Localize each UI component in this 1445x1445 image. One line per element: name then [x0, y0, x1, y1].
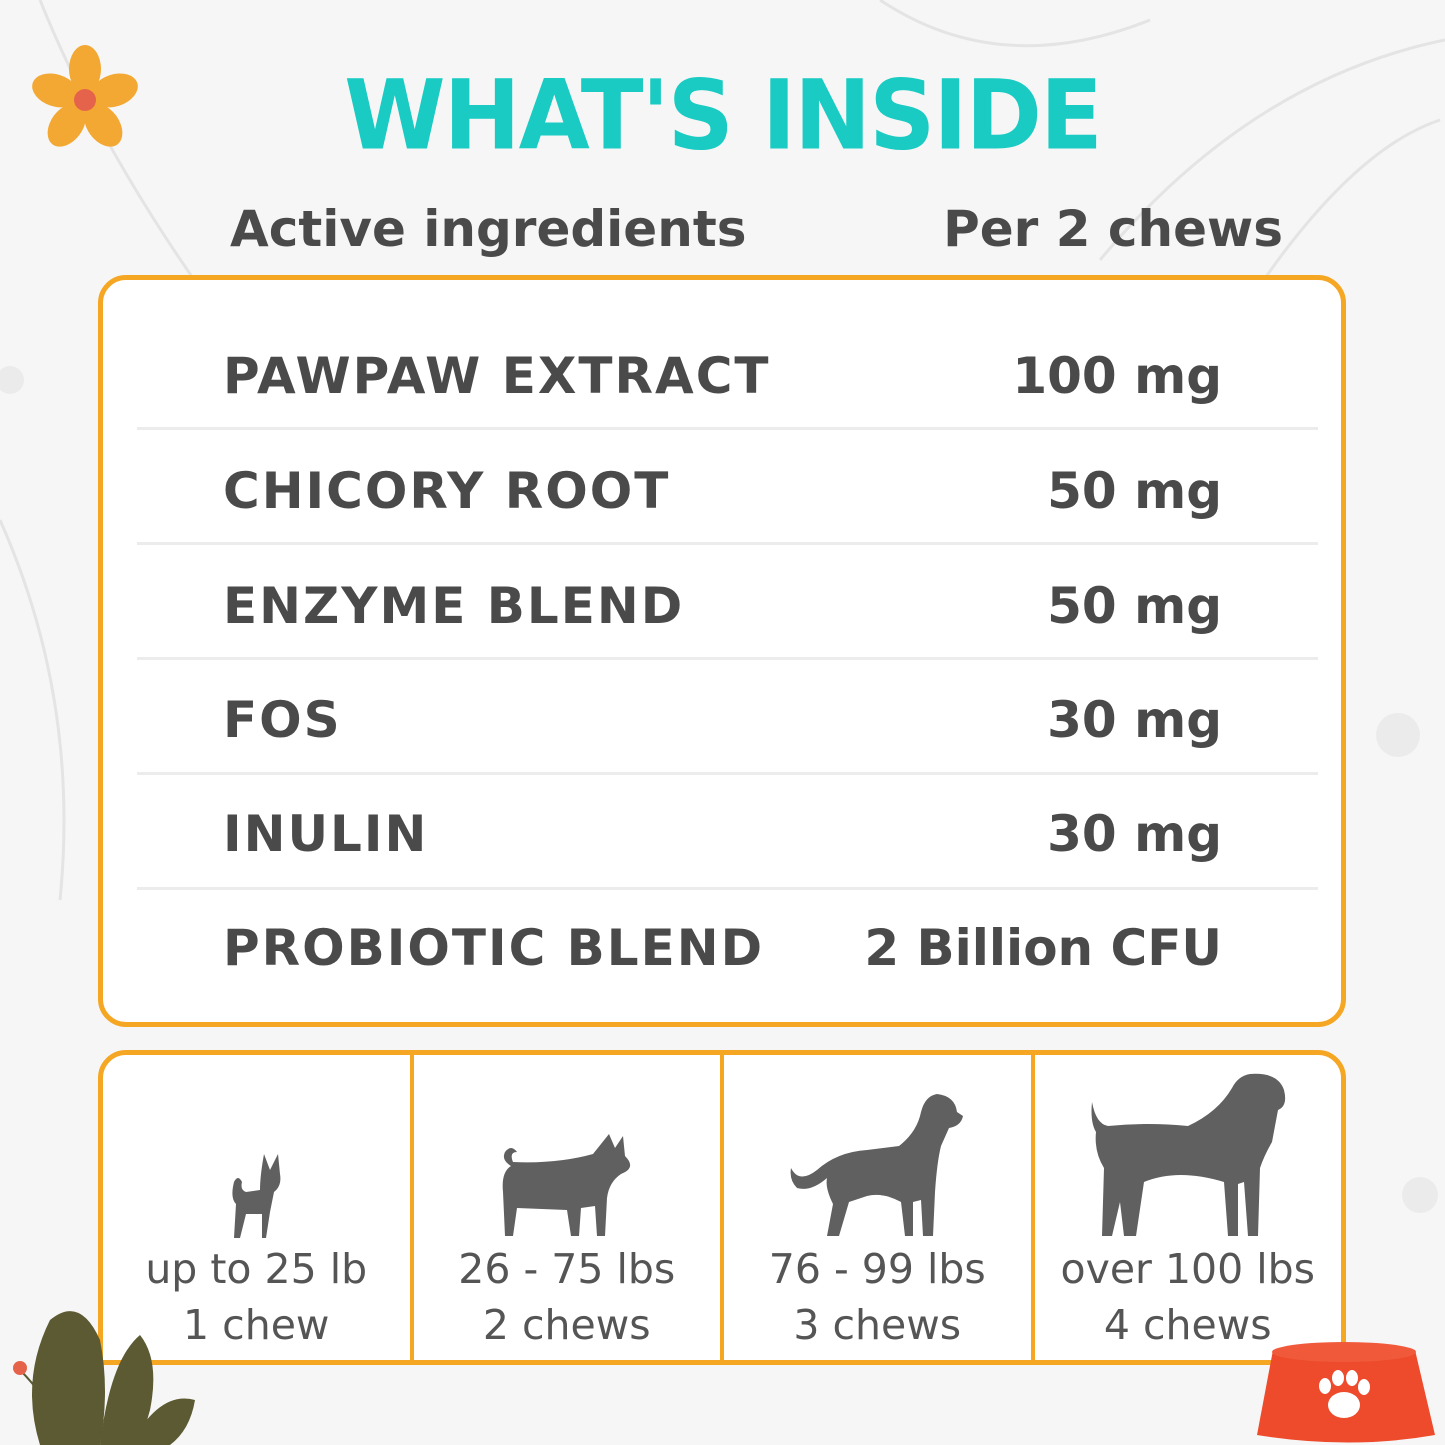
ingredient-name: ENZYME BLEND — [223, 577, 685, 635]
dosage-cell: 76 - 99 lbs 3 chews — [724, 1055, 1035, 1360]
table-row: CHICORY ROOT 50 mg — [137, 432, 1318, 546]
chew-count: 1 chew — [183, 1301, 330, 1349]
table-row: FOS 30 mg — [137, 661, 1318, 775]
row-divider — [137, 542, 1318, 545]
dosage-cell: up to 25 lb 1 chew — [103, 1055, 414, 1360]
weight-range: over 100 lbs — [1060, 1245, 1316, 1293]
dog-bowl-icon — [1257, 1342, 1435, 1443]
table-row: PROBIOTIC BLEND 2 Billion CFU — [137, 889, 1318, 1003]
ingredients-header: Active ingredients — [230, 200, 747, 258]
table-row: ENZYME BLEND 50 mg — [137, 547, 1318, 661]
chew-count: 4 chews — [1103, 1301, 1272, 1349]
ingredients-table: PAWPAW EXTRACT 100 mg CHICORY ROOT 50 mg E… — [98, 275, 1346, 1027]
ingredient-amount: 30 mg — [1047, 805, 1222, 863]
ingredient-name: FOS — [223, 691, 342, 749]
row-divider — [137, 427, 1318, 430]
flower-icon — [32, 45, 138, 147]
ingredient-amount: 2 Billion CFU — [864, 919, 1222, 977]
ingredient-amount: 50 mg — [1047, 577, 1222, 635]
weight-range: 76 - 99 lbs — [768, 1245, 986, 1293]
large-dog-icon — [790, 1094, 964, 1236]
chew-count: 2 chews — [482, 1301, 651, 1349]
dosage-table: up to 25 lb 1 chew 26 - 75 lbs 2 chews 7… — [98, 1050, 1346, 1365]
amount-header: Per 2 chews — [943, 200, 1283, 258]
paw-print-icon — [1319, 1370, 1370, 1418]
chew-count: 3 chews — [793, 1301, 962, 1349]
dosage-cell: over 100 lbs 4 chews — [1035, 1055, 1342, 1360]
plant-icon — [13, 1311, 195, 1445]
small-dog-icon — [232, 1154, 281, 1238]
dosage-cell: 26 - 75 lbs 2 chews — [414, 1055, 724, 1360]
weight-range: up to 25 lb — [145, 1245, 368, 1293]
giant-dog-icon — [1091, 1073, 1285, 1236]
page-title: WHAT'S INSIDE — [344, 59, 1103, 172]
table-row: PAWPAW EXTRACT 100 mg — [137, 317, 1318, 431]
row-divider — [137, 887, 1318, 890]
row-divider — [137, 657, 1318, 660]
ingredient-amount: 100 mg — [1012, 347, 1222, 405]
weight-range: 26 - 75 lbs — [458, 1245, 676, 1293]
ingredient-name: INULIN — [223, 805, 429, 863]
ingredient-name: PAWPAW EXTRACT — [223, 347, 771, 405]
ingredient-amount: 50 mg — [1047, 462, 1222, 520]
medium-dog-icon — [502, 1134, 630, 1236]
ingredient-name: PROBIOTIC BLEND — [223, 919, 765, 977]
table-row: INULIN 30 mg — [137, 775, 1318, 889]
ingredient-amount: 30 mg — [1047, 691, 1222, 749]
ingredient-name: CHICORY ROOT — [223, 462, 671, 520]
row-divider — [137, 772, 1318, 775]
